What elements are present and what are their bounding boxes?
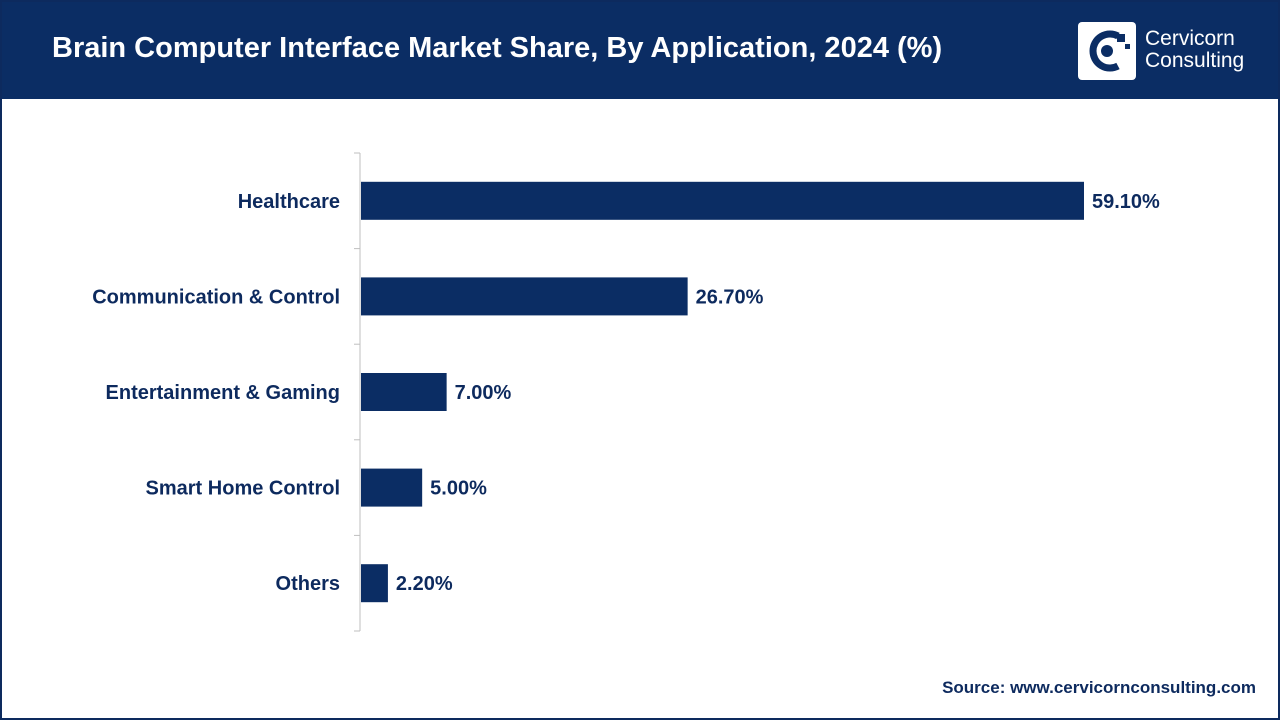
bar[interactable] bbox=[361, 468, 423, 507]
chart-title: Brain Computer Interface Market Share, B… bbox=[52, 32, 943, 64]
category-label: Communication & Control bbox=[92, 286, 340, 308]
company-logo: Cervicorn Consulting bbox=[1078, 22, 1264, 80]
bar[interactable] bbox=[361, 373, 447, 411]
value-label: 5.00% bbox=[430, 478, 487, 500]
bar[interactable] bbox=[361, 181, 1084, 220]
value-label: 2.20% bbox=[396, 573, 453, 595]
category-label: Entertainment & Gaming bbox=[106, 382, 340, 404]
category-label: Smart Home Control bbox=[146, 478, 340, 500]
logo-text-line2: Consulting bbox=[1145, 49, 1245, 72]
header-bar: Brain Computer Interface Market Share, B… bbox=[2, 2, 1278, 99]
value-label: 7.00% bbox=[455, 382, 512, 404]
source-note: Source: www.cervicornconsulting.com bbox=[942, 678, 1256, 697]
value-label: 59.10% bbox=[1092, 191, 1160, 213]
logo-mark-icon bbox=[1078, 22, 1136, 80]
logo-text: Cervicorn Consulting bbox=[1145, 28, 1244, 72]
bar[interactable] bbox=[361, 277, 688, 316]
value-label: 26.70% bbox=[696, 286, 764, 308]
bar[interactable] bbox=[361, 564, 388, 603]
category-label: Healthcare bbox=[238, 191, 340, 213]
category-label: Others bbox=[276, 573, 340, 595]
logo-text-line1: Cervicorn bbox=[1145, 27, 1235, 50]
